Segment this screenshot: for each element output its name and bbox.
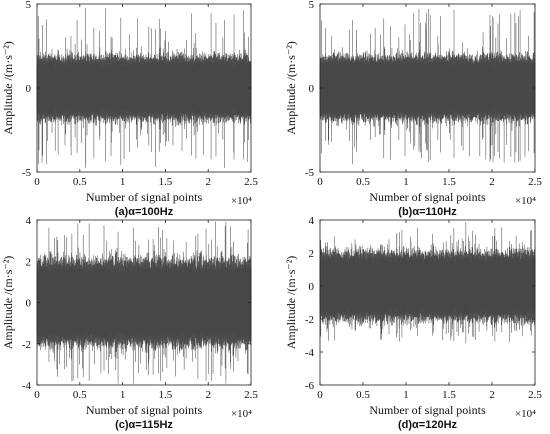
x-multiplier: ×10⁴ [231, 195, 252, 207]
signal-core [319, 61, 536, 115]
y-tick-label: -5 [22, 167, 32, 179]
y-tick-label: 5 [26, 0, 32, 11]
x-tick-label: 1.5 [159, 176, 173, 188]
x-tick-label: 0.5 [73, 389, 87, 401]
y-tick-label: 4 [26, 215, 32, 227]
x-tick-label: 1.5 [442, 176, 456, 188]
signal-core [36, 266, 252, 339]
y-tick-label: 0 [26, 298, 32, 310]
subplot-d: 0 0.5 1 1.5 2 2.5 -6 -4 -2 0 2 4 ×10⁴ Number of signa… [284, 215, 542, 431]
y-tick-label: 2 [309, 248, 315, 260]
y-tick-label: -2 [22, 339, 31, 351]
x-tick-label: 0.5 [356, 176, 370, 188]
x-multiplier: ×10⁴ [515, 408, 536, 420]
x-tick-label: 2 [489, 389, 495, 401]
y-axis-label: Amplitude /(m·s⁻²) [1, 41, 15, 135]
y-tick-label: -2 [305, 314, 314, 326]
y-tick-label: -5 [305, 167, 315, 179]
y-tick-label: 0 [309, 83, 315, 95]
x-tick-label: 2 [205, 389, 211, 401]
x-tick-label: 1 [120, 389, 126, 401]
x-tick-label: 1 [403, 389, 409, 401]
y-tick-label: 4 [309, 215, 315, 227]
signal-core [319, 256, 536, 316]
subplot-c: 0 0.5 1 1.5 2 2.5 -4 -2 0 2 4 ×10⁴ Number of signal … [1, 215, 258, 431]
x-tick-label: 2.5 [244, 389, 258, 401]
x-tick-label: 0.5 [356, 389, 370, 401]
x-multiplier: ×10⁴ [231, 408, 252, 420]
x-tick-label: 2.5 [528, 176, 542, 188]
x-tick-label: 1.5 [442, 389, 456, 401]
x-tick-label: 2 [489, 176, 495, 188]
x-axis-label: Number of signal points [86, 403, 203, 417]
signal-core [36, 61, 252, 115]
x-tick-label: 1 [403, 176, 409, 188]
y-axis-label: Amplitude /(m·s⁻²) [1, 256, 15, 350]
panel-caption: (a)α=100Hz [115, 206, 174, 218]
y-tick-label: -4 [305, 347, 315, 359]
x-tick-label: 2.5 [528, 389, 542, 401]
x-axis-label: Number of signal points [369, 190, 486, 204]
y-tick-label: 5 [309, 0, 315, 11]
panel-caption: (b)α=110Hz [398, 206, 457, 218]
y-tick-label: 2 [26, 256, 32, 268]
panel-caption: (d)α=120Hz [398, 419, 458, 431]
x-tick-label: 0.5 [73, 176, 87, 188]
y-axis-label: Amplitude /(m·s⁻²) [284, 256, 298, 350]
panel-caption: (c)α=115Hz [115, 419, 173, 431]
x-tick-label: 0 [317, 389, 323, 401]
x-tick-label: 2 [205, 176, 211, 188]
y-tick-label: -4 [22, 380, 32, 392]
x-tick-label: 1 [120, 176, 126, 188]
x-tick-label: 1.5 [159, 389, 173, 401]
y-axis-label: Amplitude /(m·s⁻²) [284, 41, 298, 135]
x-axis-label: Number of signal points [86, 190, 203, 204]
y-tick-label: 0 [309, 281, 315, 293]
x-tick-label: 0 [34, 389, 40, 401]
axes-box [319, 219, 536, 386]
x-multiplier: ×10⁴ [515, 195, 536, 207]
x-tick-label: 2.5 [244, 176, 258, 188]
x-axis-label: Number of signal points [369, 403, 486, 417]
y-tick-label: -6 [305, 380, 315, 392]
x-tick-label: 0 [34, 176, 40, 188]
y-tick-label: 0 [26, 83, 32, 95]
x-tick-label: 0 [317, 176, 323, 188]
